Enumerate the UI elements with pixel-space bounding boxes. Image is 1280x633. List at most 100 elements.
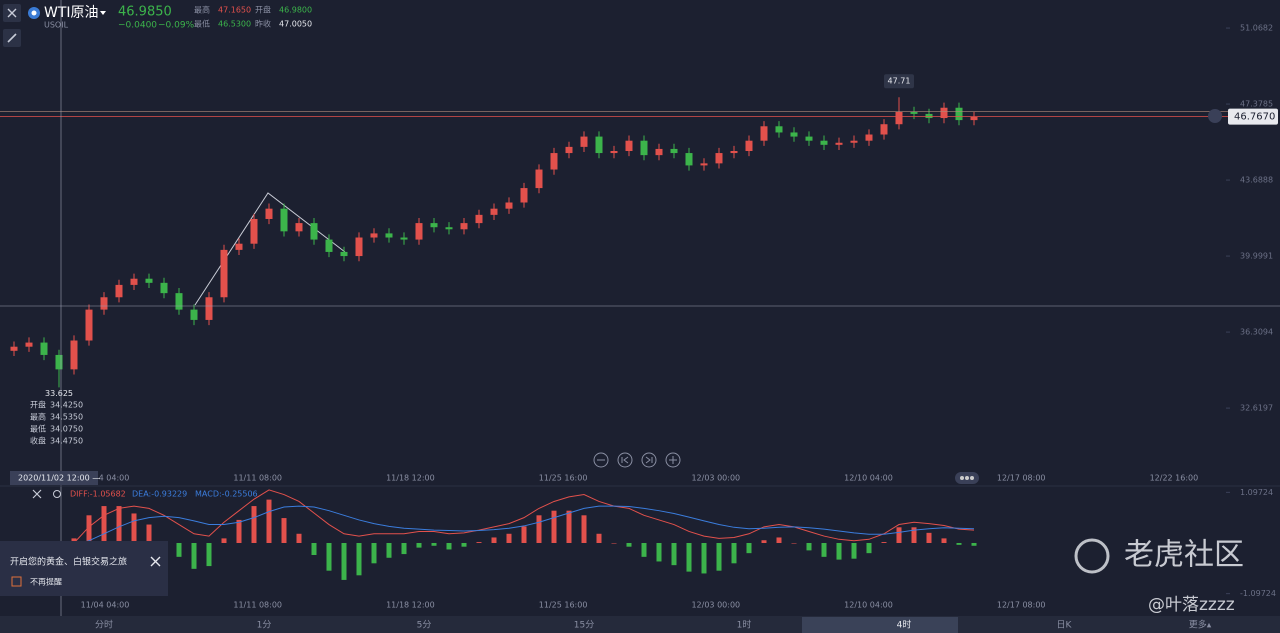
- x-tick-label: 11/18 12:00: [386, 601, 435, 610]
- candle-body: [295, 223, 303, 232]
- dropdown[interactable]: [100, 11, 106, 15]
- candle-body: [820, 140, 828, 145]
- macd-bar: [416, 543, 422, 548]
- legend-entry: DEA:-0.93229: [132, 490, 187, 499]
- candle-body: [400, 237, 408, 240]
- macd-bar: [836, 543, 842, 560]
- macd-bar: [671, 543, 677, 566]
- candle-body: [580, 136, 588, 147]
- x-tick-label: 12/17 08:00: [997, 601, 1046, 610]
- y-tick-label: 32.6197: [1240, 404, 1273, 413]
- candle-body: [280, 208, 288, 232]
- macd-bar: [386, 543, 392, 558]
- tooltip-value: 34.4250: [50, 401, 83, 410]
- candle-body: [790, 132, 798, 137]
- macd-bar: [536, 515, 542, 543]
- macd-bar: [206, 543, 212, 567]
- tab[interactable]: 更多▴: [1189, 619, 1212, 631]
- y-tick-label: 39.9991: [1240, 252, 1273, 261]
- macd-settings[interactable]: [53, 490, 61, 498]
- macd-bar: [221, 538, 227, 543]
- x-tick-label: 12/03 00:00: [691, 601, 740, 610]
- macd-bar: [446, 543, 452, 550]
- tab[interactable]: 1分: [257, 620, 272, 631]
- macd-bar: [881, 542, 887, 543]
- y-tick-label: -1.09724: [1240, 589, 1276, 598]
- macd-bar: [746, 543, 752, 554]
- macd-bar: [266, 499, 272, 543]
- candle-body: [25, 342, 33, 347]
- stat-value: 46.9800: [279, 6, 312, 15]
- candle-body: [310, 223, 318, 240]
- logo: [1074, 538, 1110, 574]
- candle-body: [475, 214, 483, 224]
- change: −0.0400: [118, 21, 157, 31]
- candle-body: [445, 227, 453, 230]
- tabs: 分时 1分 5分 15分 1时 4时 日K 更多▴: [95, 617, 1212, 633]
- candle-body: [85, 309, 93, 341]
- candle-body: [205, 297, 213, 320]
- macd-bar: [191, 543, 197, 569]
- candle-body: [565, 146, 573, 154]
- watermark-brand: 老虎社区: [1124, 538, 1244, 573]
- icon: [621, 456, 629, 464]
- candle-body: [610, 150, 618, 154]
- candle-body: [535, 169, 543, 189]
- candle-body: [910, 111, 918, 114]
- macd-bar: [341, 543, 347, 580]
- candle-body: [40, 342, 48, 355]
- macd-bar: [956, 543, 962, 545]
- macd-bar: [356, 543, 362, 576]
- macd-close[interactable]: [32, 489, 42, 499]
- dot: [965, 476, 969, 480]
- tab[interactable]: 分时: [95, 619, 113, 631]
- candle-body: [265, 208, 273, 219]
- macd-bar: [896, 527, 902, 543]
- alert-button[interactable]: [1208, 109, 1222, 123]
- x-tick-label: 11/04 04:00: [81, 474, 130, 483]
- macd-bar: [371, 543, 377, 564]
- tooltip-value: 34.4750: [50, 437, 83, 446]
- candle-body: [160, 282, 168, 294]
- macd-bar: [776, 537, 782, 543]
- macd-bar: [176, 543, 182, 557]
- macd-bar: [476, 542, 482, 543]
- x-tick-label: 11/18 12:00: [386, 474, 435, 483]
- x-tick-label: 12/17 08:00: [997, 474, 1046, 483]
- symbol-icon-dot: [31, 10, 37, 16]
- symbol-name[interactable]: WTI原油: [44, 5, 99, 21]
- zoom-in[interactable]: [665, 452, 681, 468]
- candle-body: [10, 346, 18, 351]
- legend-entry: MACD:-0.25506: [195, 490, 258, 499]
- tab[interactable]: 1时: [737, 619, 752, 631]
- tab[interactable]: 日K: [1057, 620, 1073, 631]
- y-tick-label: 1.09724: [1240, 488, 1273, 497]
- checkbox[interactable]: [11, 576, 22, 587]
- macd-bar: [401, 543, 407, 555]
- zoom-out[interactable]: [593, 452, 609, 468]
- tab[interactable]: 5分: [417, 620, 432, 631]
- tab[interactable]: 4时: [897, 619, 912, 631]
- stat-label: 最低: [194, 19, 210, 29]
- macd-bar: [326, 543, 332, 571]
- macd-bar: [731, 543, 737, 564]
- candle-body: [430, 223, 438, 228]
- scroll-end[interactable]: [641, 452, 657, 468]
- popup-close[interactable]: [150, 556, 161, 567]
- scroll-start[interactable]: [617, 452, 633, 468]
- x-tick-label: 12/03 00:00: [691, 474, 740, 483]
- macd-bar: [296, 533, 302, 543]
- tab[interactable]: 15分: [574, 620, 594, 631]
- tooltip-label: 最高: [30, 412, 46, 422]
- zoom-controls: [593, 452, 681, 468]
- macd-bar: [281, 518, 287, 543]
- macd-bar: [821, 543, 827, 557]
- y-tick-label: 36.3094: [1240, 328, 1273, 337]
- price: 46.9850: [118, 5, 172, 20]
- x-tick-label: 11/11 08:00: [233, 601, 282, 610]
- candle-body: [970, 116, 978, 121]
- low-marker: 33.625: [45, 389, 73, 398]
- macd-bar: [701, 543, 707, 574]
- last-price-tag-bg: [1228, 108, 1278, 125]
